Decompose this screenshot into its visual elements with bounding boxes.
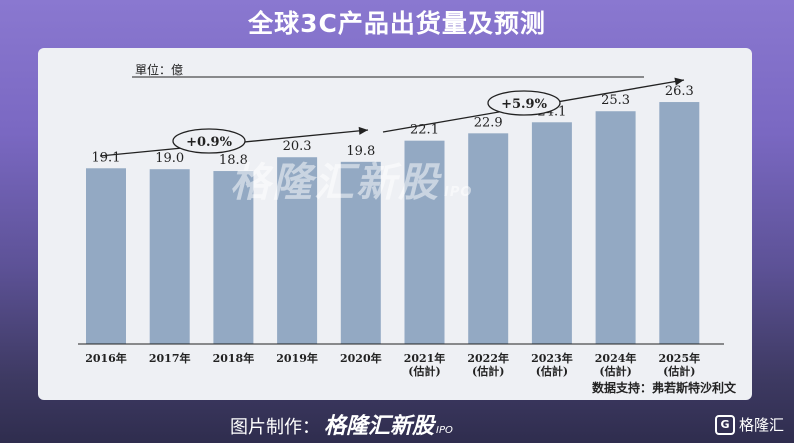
x-tick-label: 2023年 [531,351,573,365]
x-tick-label: 2025年 [658,351,700,365]
bar [404,140,445,344]
trend-arrow-head [674,77,684,86]
cagr-pill [172,128,246,154]
page-title: 全球3C产品出货量及预测 [248,9,546,38]
x-tick-label: 2019年 [276,351,318,365]
bar-chart: 19.1 2016年 19.0 2017年 18.8 2018年 20.3 2019年 19.8… [78,76,724,378]
footer-brand-sub: IPO [436,425,453,436]
bar [149,169,190,344]
x-tick-label: 2024年 [595,351,637,365]
x-tick-label: (估計) [536,364,568,378]
corner-logo: G 格隆汇 [714,414,784,435]
bar-value-label: 20.3 [283,139,312,154]
cagr-pill [487,90,561,116]
x-tick-label: 2022年 [467,351,509,365]
bar [595,111,636,344]
x-tick-label: 2017年 [149,351,191,365]
corner-logo-text: 格隆汇 [738,416,784,434]
x-tick-label: (估計) [599,364,631,378]
unit-label: 單位：億 [135,63,184,77]
cagr-label: +5.9% [501,97,548,112]
bar [277,157,318,344]
source-note: 数据支持：弗若斯特沙利文 [591,381,736,395]
bar [531,122,572,344]
bar [86,168,126,344]
x-tick-label: 2018年 [213,351,255,365]
x-tick-label: (估計) [472,364,504,378]
bar [213,171,254,344]
footer-brand: 格隆汇新股 [324,414,435,439]
bar-value-label: 19.0 [155,151,184,166]
bar-value-label: 19.1 [92,150,121,165]
footer-credit: 图片制作： 格隆汇新股 IPO [230,408,453,440]
bar [468,133,509,344]
chart-panel: 19.1 2016年 19.0 2017年 18.8 2018年 20.3 2019年 19.8… [38,48,752,400]
footer-credit-prefix: 图片制作： [230,417,320,438]
bar-value-label: 18.8 [219,153,248,168]
logo-mark-icon: G [714,414,735,435]
bar [340,161,381,344]
bar [659,102,700,344]
x-tick-label: 2020年 [340,351,382,365]
bar-value-label: 25.3 [601,93,630,108]
x-tick-label: (估計) [663,364,695,378]
trend-arrow-head [358,126,368,135]
cagr-label: +0.9% [186,135,233,150]
x-tick-label: 2021年 [404,351,446,365]
bar-value-label: 19.8 [346,144,375,159]
x-tick-label: 2016年 [85,351,127,365]
x-tick-label: (估計) [408,364,440,378]
bar-value-label: 22.9 [474,115,503,130]
bar-value-label: 26.3 [665,84,694,99]
